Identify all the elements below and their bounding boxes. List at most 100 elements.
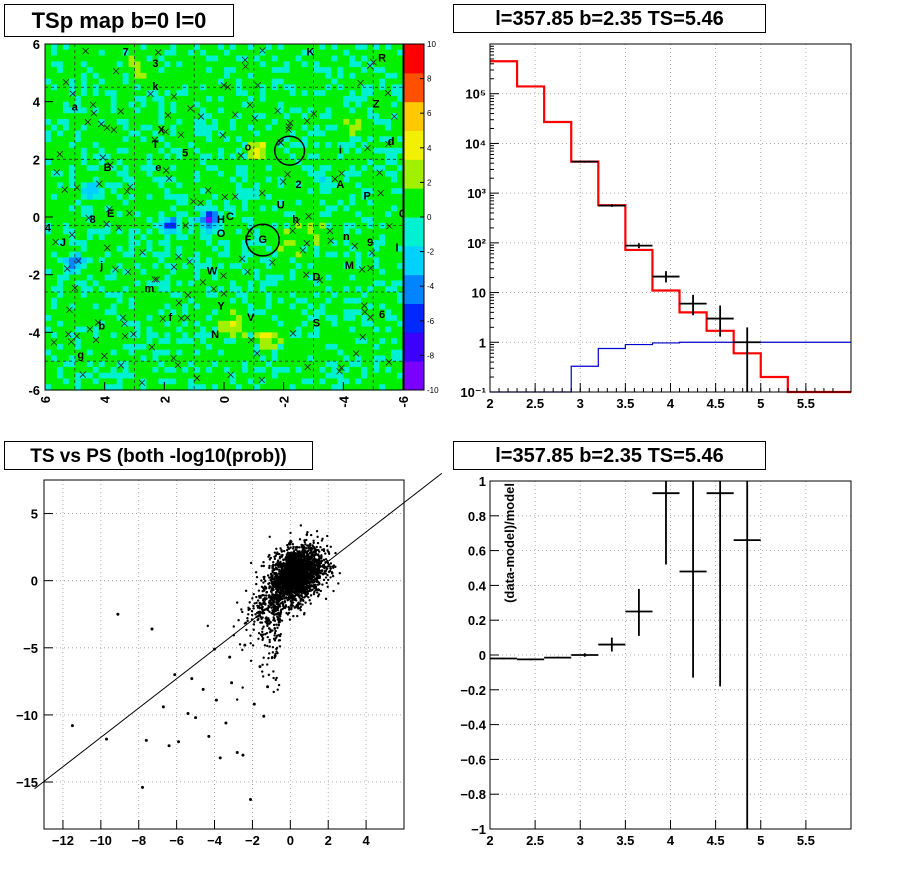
map-cell [146, 188, 153, 194]
map-cell [218, 350, 225, 356]
map-cell [164, 367, 171, 373]
map-source-label: H [217, 214, 225, 226]
map-cell [319, 332, 326, 338]
map-cell [194, 269, 201, 275]
map-cell [87, 257, 94, 263]
map-cell [349, 107, 356, 113]
map-cell [176, 165, 183, 171]
map-cell [266, 367, 273, 373]
map-cell [206, 240, 213, 246]
map-cell [325, 367, 332, 373]
map-cell [135, 229, 142, 235]
map-cell [164, 200, 171, 206]
map-cell [218, 257, 225, 263]
map-cell [105, 90, 112, 96]
map-cell [391, 350, 398, 356]
map-cell [314, 257, 321, 263]
map-cell [87, 177, 94, 183]
map-cell [290, 50, 297, 56]
map-cell [296, 171, 303, 177]
colorbar-tick-label: 8 [427, 75, 432, 84]
map-cell [236, 252, 243, 258]
map-cell [200, 148, 207, 154]
map-cell [284, 67, 291, 73]
map-cell [212, 73, 219, 79]
map-cell [45, 50, 52, 56]
map-cell [343, 125, 350, 131]
map-cell [224, 125, 231, 131]
map-cell [319, 246, 326, 252]
map-cell [296, 90, 303, 96]
scatter-point [245, 590, 247, 592]
map-cell [230, 102, 237, 108]
map-cell [319, 44, 326, 50]
map-cell [99, 205, 106, 211]
map-cell [45, 240, 52, 246]
map-cell [260, 182, 267, 188]
map-cell [272, 234, 279, 240]
map-cell [200, 90, 207, 96]
map-cell [212, 148, 219, 154]
map-cell [87, 252, 94, 258]
map-cell [206, 171, 213, 177]
map-cell [206, 257, 213, 263]
map-cell [170, 292, 177, 298]
map-cell [176, 332, 183, 338]
map-cell [81, 171, 88, 177]
map-cell [140, 275, 147, 281]
map-cell [63, 292, 70, 298]
map-cell [260, 171, 267, 177]
map-cell [75, 229, 82, 235]
map-cell [349, 165, 356, 171]
map-cell [224, 350, 231, 356]
map-cell [140, 102, 147, 108]
map-cell [63, 44, 70, 50]
map-cell [302, 119, 309, 125]
map-cell [135, 240, 142, 246]
map-cell [337, 257, 344, 263]
map-cell [123, 234, 130, 240]
map-cell [51, 102, 58, 108]
map-cell [176, 194, 183, 200]
map-cell [45, 344, 52, 350]
map-cell [218, 159, 225, 165]
map-cell [182, 361, 189, 367]
map-cell [105, 269, 112, 275]
map-cell [206, 73, 213, 79]
map-cell [343, 338, 350, 344]
map-cell [254, 321, 261, 327]
map-cell [236, 171, 243, 177]
map-cell [87, 373, 94, 379]
map-cell [63, 200, 70, 206]
map-cell [331, 332, 338, 338]
map-cell [212, 44, 219, 50]
map-cell [391, 309, 398, 315]
map-cell [57, 298, 64, 304]
map-cell [194, 50, 201, 56]
map-cell [260, 263, 267, 269]
map-cell [373, 200, 380, 206]
map-cell [278, 148, 285, 154]
map-cell [99, 344, 106, 350]
map-cell [182, 257, 189, 263]
map-cell [45, 338, 52, 344]
map-cell [123, 165, 130, 171]
map-cell [218, 182, 225, 188]
map-cell [379, 125, 386, 131]
map-cell [111, 304, 118, 310]
map-cell [158, 275, 165, 281]
map-source-label: V [247, 312, 255, 324]
map-cell [99, 44, 106, 50]
map-cell [325, 102, 332, 108]
map-cell [266, 131, 273, 137]
map-cell [117, 298, 124, 304]
map-cell [272, 338, 279, 344]
map-cell [391, 102, 398, 108]
map-cell [123, 378, 130, 384]
map-cell [111, 280, 118, 286]
map-cell [164, 332, 171, 338]
map-cell [87, 378, 94, 384]
map-cell [176, 182, 183, 188]
map-cell [123, 344, 130, 350]
